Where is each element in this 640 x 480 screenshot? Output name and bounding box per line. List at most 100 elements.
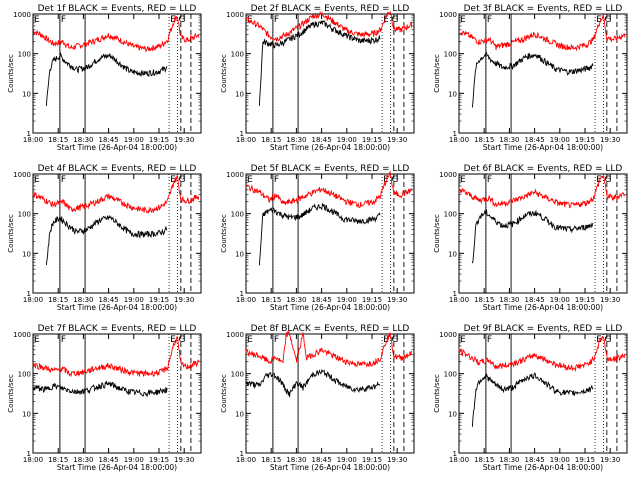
marker-label: F xyxy=(274,15,279,25)
marker-label: E xyxy=(383,15,389,25)
x-tick-label: 19:15 xyxy=(575,136,595,144)
series-line-events xyxy=(258,202,381,266)
x-tick-label: 19:30 xyxy=(387,296,407,304)
x-tick-label: 18:00 xyxy=(23,136,43,144)
marker-label: G xyxy=(604,15,611,25)
x-tick-label: 18:00 xyxy=(449,136,469,144)
x-tick-label: 19:00 xyxy=(550,136,570,144)
marker-label: E xyxy=(596,335,602,345)
x-tick-label: 18:45 xyxy=(99,296,119,304)
plot-frame xyxy=(245,173,415,294)
y-tick-label: 1000 xyxy=(439,331,457,339)
y-tick-label: 1 xyxy=(27,290,31,298)
series-line-events xyxy=(32,380,168,398)
panel-det-3: Det 3f BLACK = Events, RED = LLD 1 10 100 10… xyxy=(433,4,628,152)
marker-label: G xyxy=(604,175,611,185)
x-tick-label: 18:30 xyxy=(499,296,519,304)
x-axis-label: Start Time (26-Apr-04 18:00:00) xyxy=(270,463,390,472)
marker-label: G xyxy=(178,335,185,345)
x-tick-label: 19:15 xyxy=(362,136,382,144)
y-tick-label: 1000 xyxy=(13,11,31,19)
x-tick-label: 18:45 xyxy=(312,456,332,464)
x-tick-label: 19:15 xyxy=(149,456,169,464)
y-tick-label: 10 xyxy=(22,410,31,418)
series-line-lld xyxy=(32,335,200,378)
x-tick-label: 18:45 xyxy=(99,136,119,144)
x-tick-label: 19:30 xyxy=(387,136,407,144)
marker-label: F xyxy=(487,175,492,185)
x-tick-label: 19:00 xyxy=(337,456,357,464)
x-axis-label: Start Time (26-Apr-04 18:00:00) xyxy=(483,143,603,152)
panel-det-7: Det 7f BLACK = Events, RED = LLD 1 10 100 10… xyxy=(7,324,202,472)
y-tick-label: 1000 xyxy=(13,171,31,179)
y-tick-label: 100 xyxy=(231,51,244,59)
x-tick-label: 18:30 xyxy=(286,456,306,464)
panel-det-9: Det 9f BLACK = Events, RED = LLD 1 10 100 10… xyxy=(433,324,628,472)
panel-title: Det 7f BLACK = Events, RED = LLD xyxy=(38,324,197,334)
marker-label: E xyxy=(170,15,176,25)
y-tick-label: 1000 xyxy=(226,331,244,339)
panel-title: Det 5f BLACK = Events, RED = LLD xyxy=(251,164,410,174)
x-tick-label: 18:30 xyxy=(499,136,519,144)
series-line-events xyxy=(45,214,168,266)
marker-label: E xyxy=(460,15,466,25)
x-tick-label: 18:00 xyxy=(23,456,43,464)
marker-label: G xyxy=(178,175,185,185)
plot-frame xyxy=(458,13,628,134)
series-line-events xyxy=(471,208,594,264)
panel-title: Det 6f BLACK = Events, RED = LLD xyxy=(464,164,623,174)
x-tick-label: 18:45 xyxy=(525,296,545,304)
marker-label: G xyxy=(178,15,185,25)
y-tick-label: 10 xyxy=(235,90,244,98)
marker-label: F xyxy=(487,335,492,345)
y-tick-label: 1 xyxy=(453,290,457,298)
plot-frame xyxy=(245,333,415,454)
y-tick-label: 1000 xyxy=(439,171,457,179)
y-tick-label: 1 xyxy=(453,130,457,138)
x-tick-label: 18:45 xyxy=(525,136,545,144)
x-tick-label: 19:30 xyxy=(174,456,194,464)
y-tick-label: 1 xyxy=(453,450,457,458)
y-tick-label: 1000 xyxy=(13,331,31,339)
y-axis-label: Counts/sec xyxy=(7,54,15,93)
panel-det-5: Det 5f BLACK = Events, RED = LLD 1 10 100 10… xyxy=(220,164,415,312)
x-axis-label: Start Time (26-Apr-04 18:00:00) xyxy=(483,463,603,472)
y-tick-label: 100 xyxy=(18,51,31,59)
x-tick-label: 18:00 xyxy=(449,296,469,304)
x-tick-label: 18:00 xyxy=(449,456,469,464)
marker-label: E xyxy=(170,335,176,345)
marker-label: F xyxy=(274,175,279,185)
y-tick-label: 1 xyxy=(27,130,31,138)
x-axis-label: Start Time (26-Apr-04 18:00:00) xyxy=(57,463,177,472)
x-tick-label: 18:15 xyxy=(261,136,281,144)
marker-label: E xyxy=(460,175,466,185)
marker-label: E xyxy=(170,175,176,185)
series-line-lld xyxy=(245,10,413,43)
series-line-events xyxy=(45,51,168,106)
x-axis-label: Start Time (26-Apr-04 18:00:00) xyxy=(270,303,390,312)
series-line-lld xyxy=(32,14,200,52)
x-tick-label: 19:00 xyxy=(550,456,570,464)
x-axis-label: Start Time (26-Apr-04 18:00:00) xyxy=(483,303,603,312)
x-tick-label: 18:15 xyxy=(474,296,494,304)
y-axis-label: Counts/sec xyxy=(7,214,15,253)
y-axis-label: Counts/sec xyxy=(7,374,15,413)
panel-det-8: Det 8f BLACK = Events, RED = LLD 1 10 100 10… xyxy=(220,324,415,472)
y-tick-label: 10 xyxy=(448,90,457,98)
y-tick-label: 10 xyxy=(448,410,457,418)
x-tick-label: 19:00 xyxy=(550,296,570,304)
x-tick-label: 19:15 xyxy=(575,296,595,304)
panel-title: Det 3f BLACK = Events, RED = LLD xyxy=(464,4,623,14)
y-tick-label: 1000 xyxy=(226,11,244,19)
y-axis-label: Counts/sec xyxy=(433,214,441,253)
x-tick-label: 18:00 xyxy=(236,136,256,144)
y-axis-label: Counts/sec xyxy=(220,54,228,93)
x-tick-label: 19:15 xyxy=(362,456,382,464)
marker-label: E xyxy=(460,335,466,345)
x-tick-label: 19:00 xyxy=(337,136,357,144)
series-line-lld xyxy=(458,335,626,373)
y-tick-label: 10 xyxy=(22,250,31,258)
series-line-events xyxy=(245,368,381,398)
marker-label: G xyxy=(391,15,398,25)
